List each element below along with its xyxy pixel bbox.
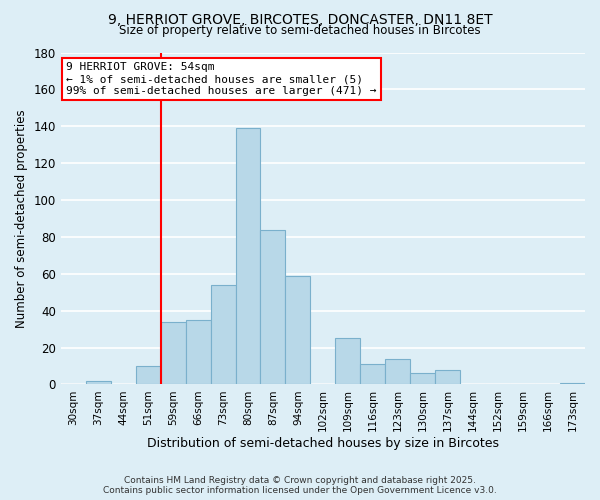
Bar bbox=[161, 322, 185, 384]
X-axis label: Distribution of semi-detached houses by size in Bircotes: Distribution of semi-detached houses by … bbox=[147, 437, 499, 450]
Bar bbox=[211, 285, 236, 384]
Bar bbox=[286, 276, 310, 384]
Bar bbox=[136, 366, 161, 384]
Bar bbox=[361, 364, 385, 384]
Bar bbox=[410, 374, 435, 384]
Bar bbox=[260, 230, 286, 384]
Text: 9, HERRIOT GROVE, BIRCOTES, DONCASTER, DN11 8ET: 9, HERRIOT GROVE, BIRCOTES, DONCASTER, D… bbox=[107, 12, 493, 26]
Y-axis label: Number of semi-detached properties: Number of semi-detached properties bbox=[15, 109, 28, 328]
Bar bbox=[236, 128, 260, 384]
Bar bbox=[86, 381, 111, 384]
Bar bbox=[560, 382, 585, 384]
Text: Size of property relative to semi-detached houses in Bircotes: Size of property relative to semi-detach… bbox=[119, 24, 481, 37]
Text: 9 HERRIOT GROVE: 54sqm
← 1% of semi-detached houses are smaller (5)
99% of semi-: 9 HERRIOT GROVE: 54sqm ← 1% of semi-deta… bbox=[66, 62, 377, 96]
Bar bbox=[435, 370, 460, 384]
Bar bbox=[185, 320, 211, 384]
Bar bbox=[385, 358, 410, 384]
Bar bbox=[335, 338, 361, 384]
Text: Contains HM Land Registry data © Crown copyright and database right 2025.
Contai: Contains HM Land Registry data © Crown c… bbox=[103, 476, 497, 495]
